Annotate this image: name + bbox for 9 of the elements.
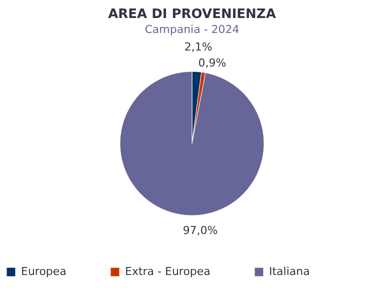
chart-subtitle: Campania - 2024 [144, 23, 240, 36]
legend-label: Europea [21, 265, 66, 278]
data-label: 2,1% [184, 40, 212, 54]
chart-title: AREA DI PROVENIENZA [108, 7, 276, 22]
legend-label: Extra - Europea [125, 265, 210, 278]
data-label: 97,0% [182, 224, 218, 238]
pie-slice [120, 71, 264, 216]
data-label: 0,9% [198, 56, 226, 70]
legend-label: Italiana [269, 265, 310, 278]
